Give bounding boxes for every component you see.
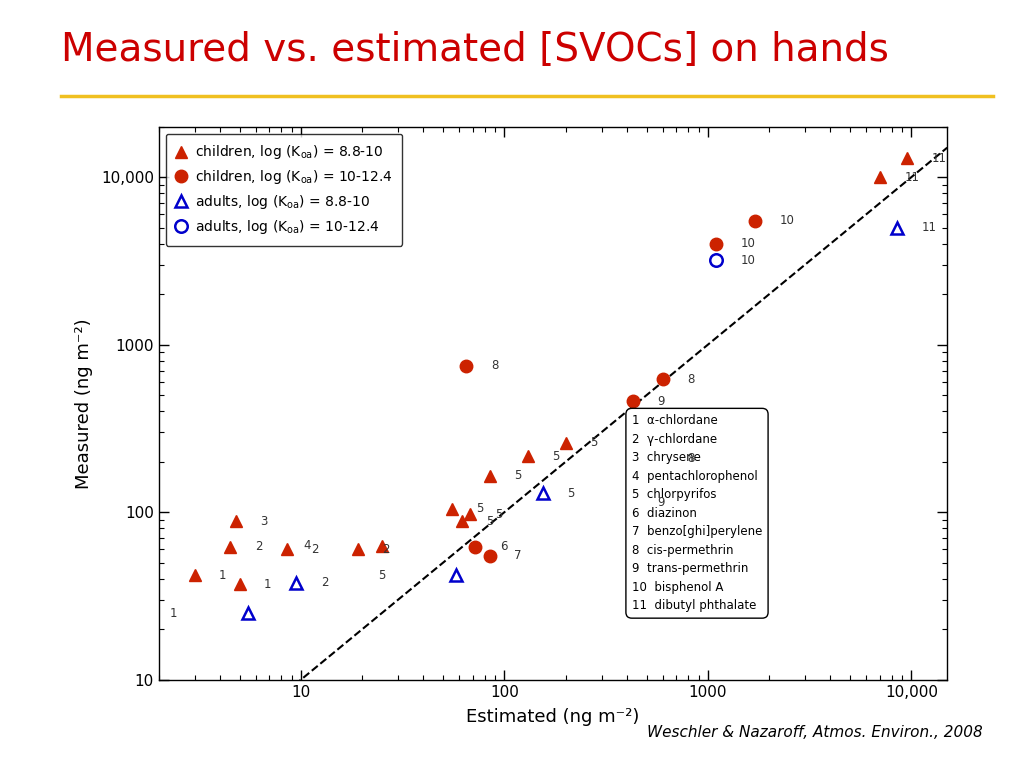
Text: 10: 10 (740, 253, 756, 266)
Text: 6: 6 (500, 541, 507, 554)
Text: 5: 5 (514, 469, 522, 482)
Text: 2: 2 (321, 576, 329, 589)
Text: 5: 5 (378, 569, 385, 582)
Text: 9: 9 (657, 395, 666, 408)
Text: 5: 5 (476, 502, 483, 515)
Text: 9: 9 (657, 495, 666, 508)
Text: 5: 5 (567, 487, 574, 499)
Text: 8: 8 (687, 452, 694, 465)
Text: Weschler & Nazaroff, Atmos. Environ., 2008: Weschler & Nazaroff, Atmos. Environ., 20… (647, 725, 983, 740)
Y-axis label: Measured (ng m⁻²): Measured (ng m⁻²) (75, 318, 92, 488)
Text: 2: 2 (311, 543, 318, 556)
Text: 4: 4 (303, 539, 310, 552)
Legend: children, log (K$_{\mathregular{oa}}$) = 8.8-10, children, log (K$_{\mathregular: children, log (K$_{\mathregular{oa}}$) =… (166, 134, 402, 246)
Text: 5: 5 (495, 508, 502, 521)
Text: 11: 11 (931, 151, 946, 164)
Text: 5: 5 (552, 450, 559, 463)
Text: 10: 10 (740, 237, 756, 250)
Text: 8: 8 (490, 359, 498, 372)
X-axis label: Estimated (ng m⁻²): Estimated (ng m⁻²) (466, 708, 640, 726)
Text: Measured vs. estimated [SVOCs] on hands: Measured vs. estimated [SVOCs] on hands (61, 31, 889, 68)
Text: 7: 7 (514, 549, 522, 562)
Text: 3: 3 (260, 515, 268, 528)
Text: 2: 2 (382, 543, 389, 556)
Text: 11: 11 (904, 170, 920, 184)
Text: 1: 1 (169, 607, 177, 620)
Text: 8: 8 (687, 373, 694, 386)
Text: 10: 10 (779, 214, 794, 227)
Text: 11: 11 (922, 221, 936, 234)
Text: 1: 1 (264, 578, 271, 591)
Text: 2: 2 (255, 541, 262, 554)
Text: 1  α-chlordane
2  γ-chlordane
3  chrysene
4  pentachlorophenol
5  chlorpyrifos
6: 1 α-chlordane 2 γ-chlordane 3 chrysene 4… (632, 414, 762, 612)
Text: 1: 1 (219, 569, 226, 582)
Text: 5: 5 (590, 436, 597, 449)
Text: 5: 5 (486, 515, 494, 528)
